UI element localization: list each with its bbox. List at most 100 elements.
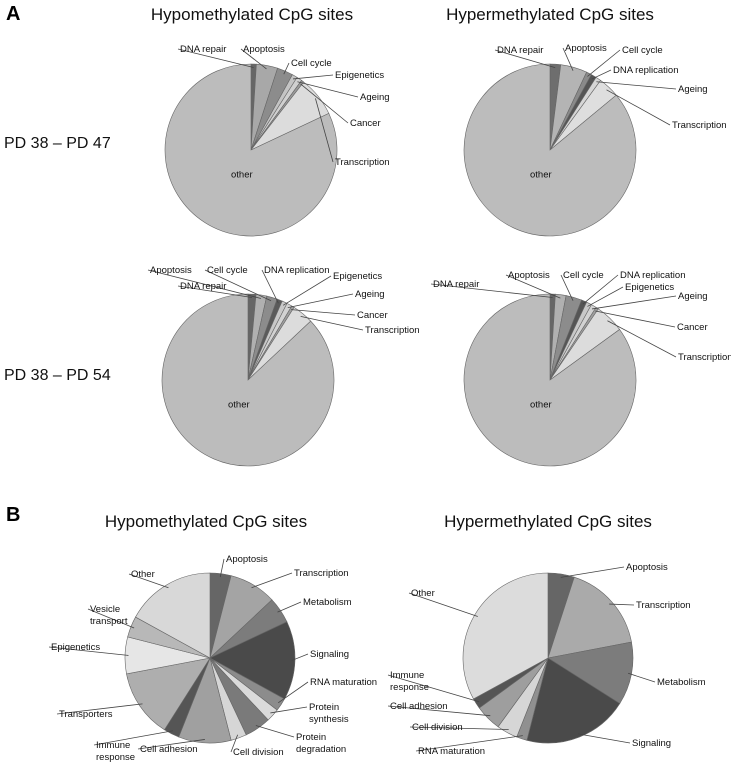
pie-label-cancer: Cancer xyxy=(677,322,708,333)
pie-label-epigenetics: Epigenetics xyxy=(625,282,674,293)
pie-label-dna-replication: DNA replication xyxy=(264,265,329,276)
leader-lines xyxy=(147,269,364,331)
pie-label-dna-repair: DNA repair xyxy=(433,279,479,290)
pie-slice-other xyxy=(161,293,335,467)
pie-label-apoptosis: Apoptosis xyxy=(565,43,607,54)
pie-chart-a1: DNA repair Apoptosis Cell cycleEpigenetics… xyxy=(164,44,390,237)
pie-label-vesicle-transport: Vesicle transport xyxy=(90,604,128,627)
pie-label-cell-adhesion: Cell adhesion xyxy=(140,744,198,755)
pie-slice-transcription xyxy=(547,576,632,659)
pie-slice-signaling xyxy=(209,621,296,700)
pie-label-other: other xyxy=(530,400,552,411)
pie-label-line: response xyxy=(96,752,135,763)
leader-line-rna-maturation xyxy=(277,681,309,704)
pie-label-line: Immune xyxy=(96,740,130,751)
pie-label-cell-cycle: Cell cycle xyxy=(622,45,663,56)
leader-line-dna-repair xyxy=(430,283,553,298)
leader-line-metabolism xyxy=(628,672,656,683)
pie-labels: DNA repair Apoptosis Cell cycle DNA replica… xyxy=(150,265,420,411)
leader-line-dna-repair xyxy=(177,285,252,298)
leader-line-transcription xyxy=(300,315,364,331)
pie-label-protein-synthesis: Protein synthesis xyxy=(309,702,349,725)
pie-label-transcription: Transcription xyxy=(672,120,727,131)
leader-line-epigenetics xyxy=(292,74,334,80)
pie-slice-other xyxy=(164,63,338,237)
leader-line-apoptosis xyxy=(219,558,225,578)
leader-line-cell-adhesion xyxy=(387,705,491,717)
leader-line-transcription xyxy=(609,603,635,606)
leader-lines xyxy=(48,558,309,753)
leader-line-metabolism xyxy=(277,601,302,613)
pie-label-cell-cycle: Cell cycle xyxy=(563,270,604,281)
pie-label-transcription: Transcription xyxy=(294,568,349,579)
pie-label-transcription: Transcription xyxy=(636,600,691,611)
pie-label-signaling: Signaling xyxy=(632,738,671,749)
pie-label-other: Other xyxy=(411,588,435,599)
leader-line-apoptosis xyxy=(560,566,625,578)
pie-chart-a2: DNA repair Apoptosis Cell cycle DNA replica… xyxy=(463,43,727,237)
pie-slice-other xyxy=(462,572,549,700)
leader-line-epigenetics xyxy=(48,646,129,656)
leader-line-signaling xyxy=(577,733,631,744)
leader-lines xyxy=(177,48,359,163)
pie-label-ageing: Ageing xyxy=(678,84,708,95)
pie-slice-other xyxy=(135,572,211,659)
pie-slices xyxy=(462,572,634,744)
leader-line-cancer xyxy=(595,310,676,328)
pie-label-line: response xyxy=(390,682,429,693)
pie-slice-transporters xyxy=(126,657,211,731)
pie-label-epigenetics: Epigenetics xyxy=(335,70,384,81)
pie-chart-b2: Apoptosis Transcription Metabolism Signalin… xyxy=(387,562,706,757)
leader-line-ageing xyxy=(297,81,359,98)
pie-label-epigenetics: Epigenetics xyxy=(51,642,100,653)
pie-label-cancer: Cancer xyxy=(357,310,388,321)
pie-label-cancer: Cancer xyxy=(350,118,381,129)
pie-labels: Apoptosis Transcription Metabolism Signalin… xyxy=(390,562,706,757)
leader-line-vesicle-transport xyxy=(87,608,135,629)
leader-line-cell-cycle xyxy=(204,269,272,302)
pie-slice-metabolism xyxy=(547,641,634,704)
leader-line-cell-cycle xyxy=(283,62,290,75)
pie-chart-a4: DNA repair Apoptosis Cell cycle DNA replica… xyxy=(430,270,731,467)
pie-label-apoptosis: Apoptosis xyxy=(626,562,668,573)
pie-label-dna-repair: DNA repair xyxy=(497,45,543,56)
leader-line-signaling xyxy=(291,653,309,661)
panel-a-row-title-1: PD 38 – PD 47 xyxy=(4,135,111,152)
pie-label-transcription: Transcription xyxy=(678,352,731,363)
pie-label-cell-adhesion: Cell adhesion xyxy=(390,701,448,712)
pie-label-transcription: Transcription xyxy=(365,325,420,336)
pie-slices xyxy=(124,572,296,744)
pie-slice-other xyxy=(463,63,637,237)
pie-slices xyxy=(463,63,637,237)
pie-labels: DNA repair Apoptosis Cell cycle DNA replica… xyxy=(433,270,731,411)
pie-label-immune-response: Immune response xyxy=(390,670,429,693)
pie-label-line: Protein xyxy=(309,702,339,713)
pie-label-transcription: Transcription xyxy=(335,157,390,168)
leader-line-cancer xyxy=(300,83,349,124)
leader-line-cell-division xyxy=(409,726,509,730)
pie-label-other: other xyxy=(228,400,250,411)
pie-label-other: other xyxy=(530,170,552,181)
pie-slice-other xyxy=(463,293,637,467)
pie-label-dna-replication: DNA replication xyxy=(620,270,685,281)
pie-label-dna-replication: DNA replication xyxy=(613,65,678,76)
pie-label-line: Protein xyxy=(296,732,326,743)
leader-line-dna-replication xyxy=(261,269,279,304)
pie-labels: DNA repair Apoptosis Cell cycle DNA replica… xyxy=(497,43,727,181)
leader-line-cell-cycle xyxy=(560,274,574,301)
panel-letter-a: A xyxy=(6,3,20,25)
pie-label-epigenetics: Epigenetics xyxy=(333,271,382,282)
pie-chart-a3: DNA repair Apoptosis Cell cycle DNA replica… xyxy=(147,265,420,467)
leader-line-other xyxy=(408,592,478,617)
leader-line-cell-cycle xyxy=(587,49,621,77)
pie-slice-signaling xyxy=(526,657,621,744)
pie-labels: Apoptosis Transcription Metabolism Signalin… xyxy=(51,554,377,763)
pie-labels: DNA repair Apoptosis Cell cycleEpigenetics… xyxy=(180,44,390,181)
pie-slices xyxy=(161,293,335,467)
pie-label-cell-division: Cell division xyxy=(412,722,463,733)
leader-line-apoptosis xyxy=(505,274,561,299)
leader-line-protein-synthesis xyxy=(270,706,308,714)
leader-line-apoptosis xyxy=(562,47,574,71)
panel-b-col-title-right: Hypermethylated CpG sites xyxy=(444,512,652,531)
pie-label-other: Other xyxy=(131,569,155,580)
